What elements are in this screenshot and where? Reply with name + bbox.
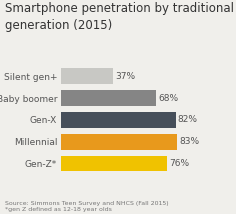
Text: Source: Simmons Teen Survey and NHCS (Fall 2015)
*gen Z defined as 12-18 year ol: Source: Simmons Teen Survey and NHCS (Fa… bbox=[5, 201, 168, 212]
Text: Smartphone penetration by traditional
generation (2015): Smartphone penetration by traditional ge… bbox=[5, 2, 234, 32]
Bar bbox=[61, 156, 167, 171]
Bar bbox=[61, 134, 177, 150]
Bar bbox=[61, 112, 176, 128]
Text: 37%: 37% bbox=[115, 72, 135, 81]
Text: 83%: 83% bbox=[179, 137, 199, 146]
Text: 76%: 76% bbox=[169, 159, 190, 168]
Text: 82%: 82% bbox=[178, 115, 198, 124]
Text: 68%: 68% bbox=[158, 94, 178, 103]
Bar bbox=[61, 68, 113, 84]
Bar bbox=[61, 90, 156, 106]
